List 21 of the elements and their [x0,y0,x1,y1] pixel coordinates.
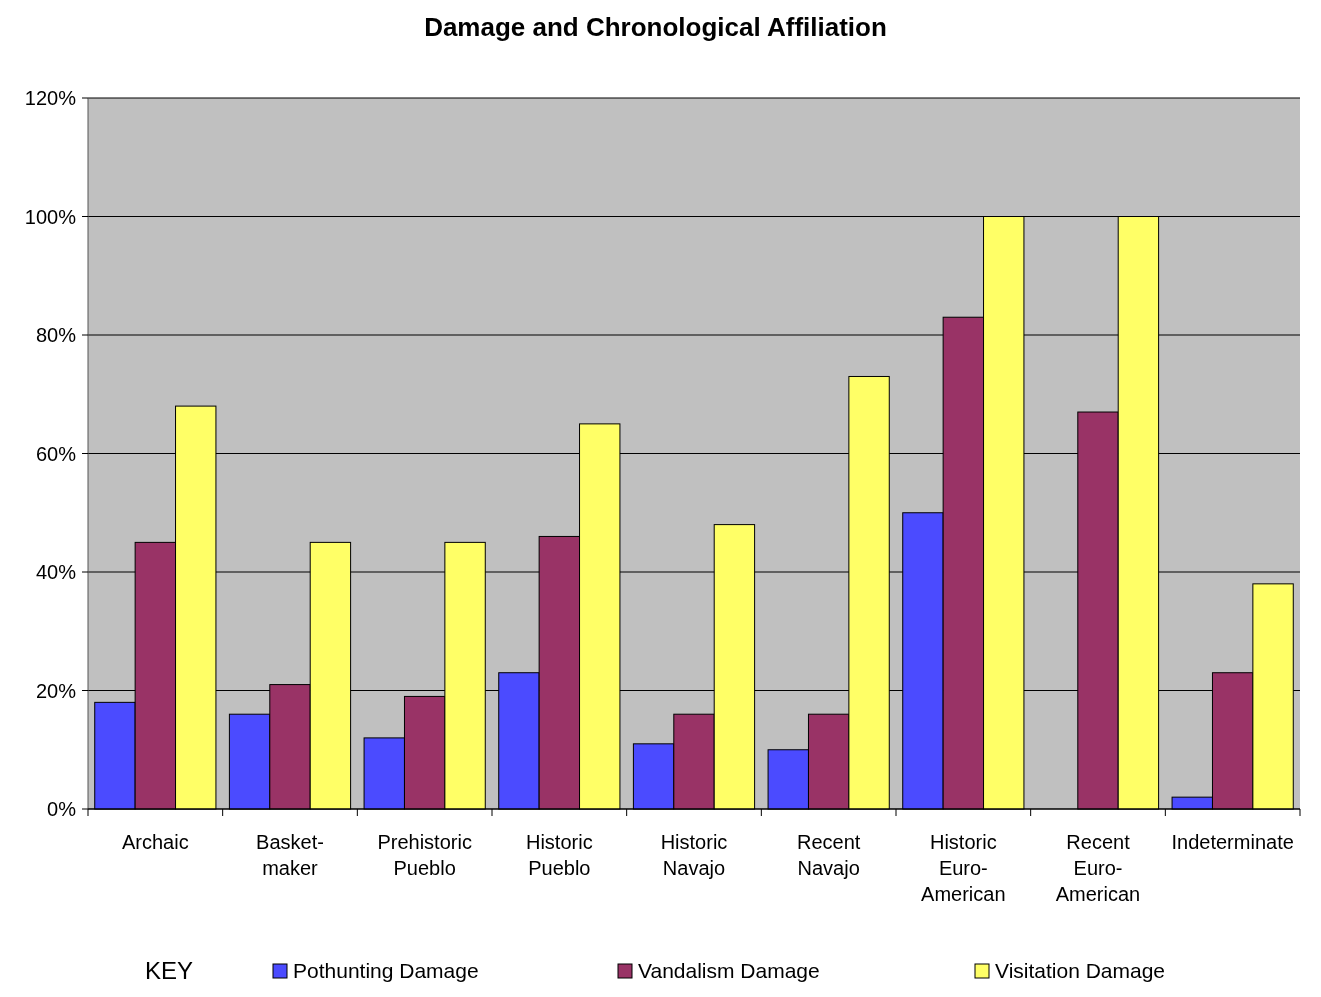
x-tick-label: Prehistoric Pueblo [377,831,472,879]
y-tick-label: 100% [24,205,77,228]
chart-title: Damage and Chronological Affiliation [424,12,887,42]
y-tick-label: 80% [35,324,77,346]
legend-label: Pothunting Damage [293,959,479,983]
x-tick-label: Recent Navajo [796,831,861,879]
x-tick-label: Historic Navajo [660,831,728,879]
x-tick-label: Archaic [121,831,189,853]
y-tick-label: 120% [24,87,77,109]
x-tick-label: Historic Pueblo [526,831,593,879]
y-tick-label: 60% [35,442,77,465]
x-tick-label: Indeterminate [1171,831,1294,853]
x-tick-label: Historic Euro- American [921,831,1006,905]
y-tick-label: 40% [35,561,77,583]
x-tick-label: Recent Euro- American [1055,831,1141,905]
x-tick-label: Basket- maker [256,831,324,879]
y-tick-label: 0% [47,798,77,820]
legend-label: Vandalism Damage [638,959,820,983]
y-tick-label: 20% [35,679,77,702]
legend-label: Visitation Damage [995,959,1166,983]
legend-title: KEY [145,957,194,985]
